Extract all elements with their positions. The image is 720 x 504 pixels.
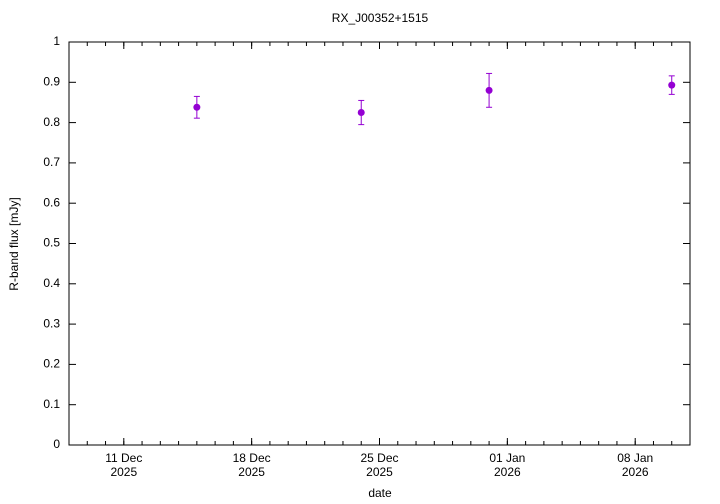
- y-axis-label: R-band flux [mJy]: [7, 197, 21, 290]
- x-tick-label: 2026: [494, 465, 521, 479]
- chart-title: RX_J00352+1515: [332, 11, 429, 25]
- x-tick-label: 11 Dec: [105, 451, 142, 465]
- y-tick-label: 0.4: [43, 276, 60, 290]
- y-tick-label: 0: [53, 437, 60, 451]
- x-tick-label: 2025: [110, 465, 137, 479]
- y-tick-label: 0.8: [43, 115, 60, 129]
- x-tick-label: 2026: [622, 465, 649, 479]
- x-axis-label: date: [368, 486, 392, 500]
- data-point: [193, 103, 201, 111]
- y-tick-label: 0.5: [43, 236, 60, 250]
- y-tick-label: 0.7: [43, 155, 60, 169]
- y-tick-label: 0.9: [43, 74, 60, 88]
- y-tick-label: 0.1: [43, 397, 60, 411]
- x-tick-label: 2025: [366, 465, 393, 479]
- x-tick-label: 18 Dec: [233, 451, 271, 465]
- x-tick-label: 08 Jan: [617, 451, 653, 465]
- y-tick-label: 0.3: [43, 316, 60, 330]
- data-point: [485, 86, 493, 94]
- x-tick-label: 2025: [238, 465, 265, 479]
- data-point: [357, 109, 365, 117]
- y-tick-label: 0.6: [43, 195, 60, 209]
- data-point: [668, 81, 676, 89]
- x-tick-label: 01 Jan: [489, 451, 525, 465]
- y-tick-label: 1: [53, 34, 60, 48]
- y-tick-label: 0.2: [43, 357, 60, 371]
- x-tick-label: 25 Dec: [360, 451, 398, 465]
